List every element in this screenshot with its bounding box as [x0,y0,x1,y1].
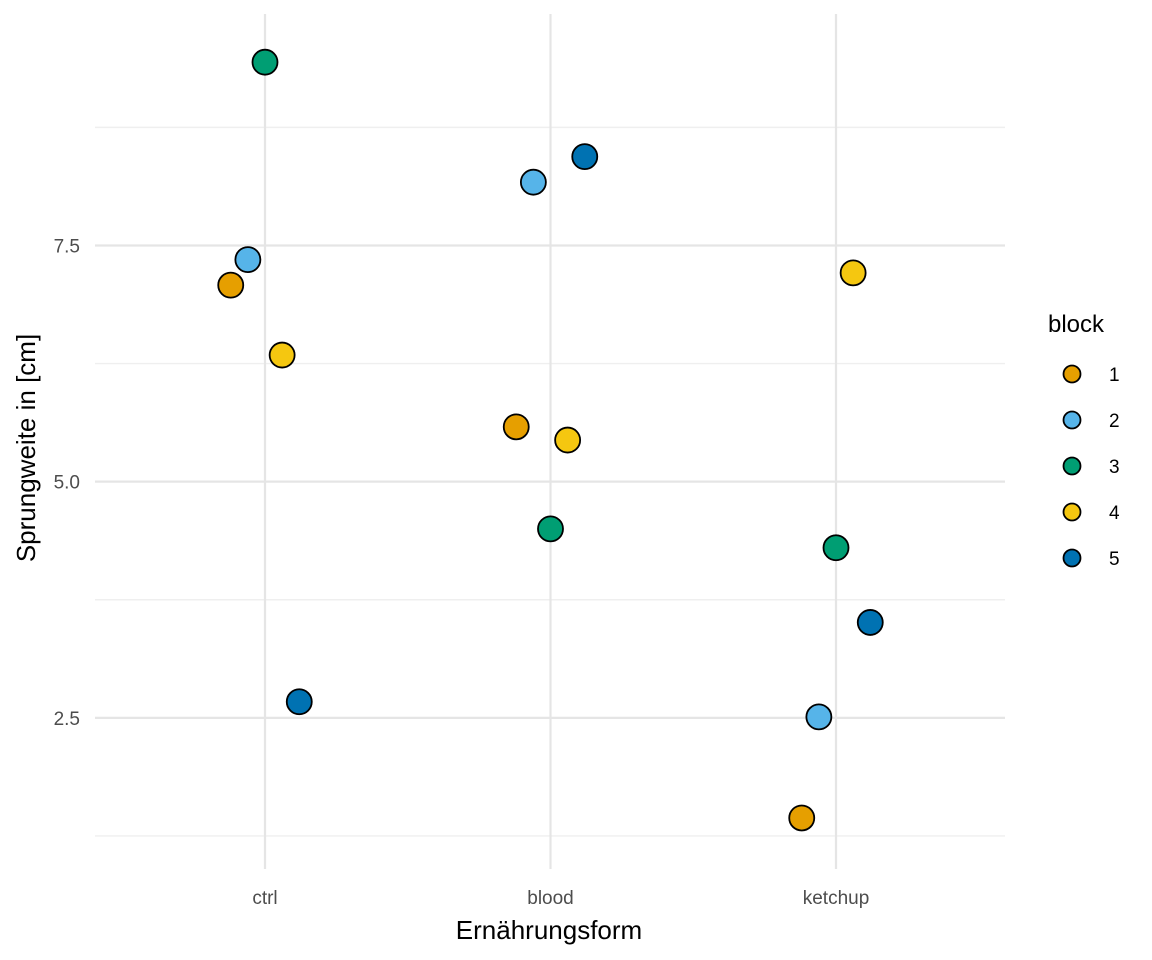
data-point-ketchup-block-4 [839,259,867,287]
data-point-blood-block-2 [519,168,547,196]
data-point-blood-block-1 [502,413,530,441]
data-point-blood-block-4 [554,426,582,454]
legend-label-5: 5 [1109,549,1120,570]
y-tick-label: 2.5 [54,709,80,730]
data-points [217,48,884,832]
data-point-ctrl-block-3 [251,48,279,76]
y-axis-ticks: 2.5 5.0 7.5 [54,236,80,729]
legend-key-1 [1062,364,1082,384]
data-point-ctrl-block-4 [268,341,296,369]
legend-key-5 [1062,548,1082,568]
data-point-ketchup-block-1 [788,804,816,832]
y-tick-label: 7.5 [54,236,80,257]
legend-label-1: 1 [1109,365,1120,386]
data-point-ketchup-block-2 [805,703,833,731]
x-tick-label: ketchup [803,888,870,909]
legend-key-2 [1062,410,1082,430]
legend-title: block [1048,311,1105,338]
data-point-ctrl-block-2 [234,246,262,274]
data-point-ctrl-block-5 [285,688,313,716]
x-axis-ticks: ctrl blood ketchup [252,888,869,909]
legend-key-3 [1062,456,1082,476]
legend-label-2: 2 [1109,411,1120,432]
data-point-blood-block-3 [537,515,564,543]
legend-items: 1 2 3 4 5 [1062,364,1120,570]
data-point-ketchup-block-3 [822,534,850,562]
legend-key-4 [1062,502,1082,522]
x-tick-label: blood [527,888,574,909]
data-point-blood-block-5 [571,143,599,171]
data-point-ketchup-block-5 [856,609,884,636]
data-point-ctrl-block-1 [217,271,245,299]
y-tick-label: 5.0 [54,473,80,494]
x-axis-title: Ernährungsform [456,915,642,945]
y-axis-title: Sprungweite in [cm] [11,334,41,562]
legend-label-3: 3 [1109,457,1120,478]
x-tick-label: ctrl [252,888,277,909]
grid [95,14,1005,869]
legend: block 1 2 3 4 5 [1048,311,1120,570]
legend-label-4: 4 [1109,503,1120,524]
